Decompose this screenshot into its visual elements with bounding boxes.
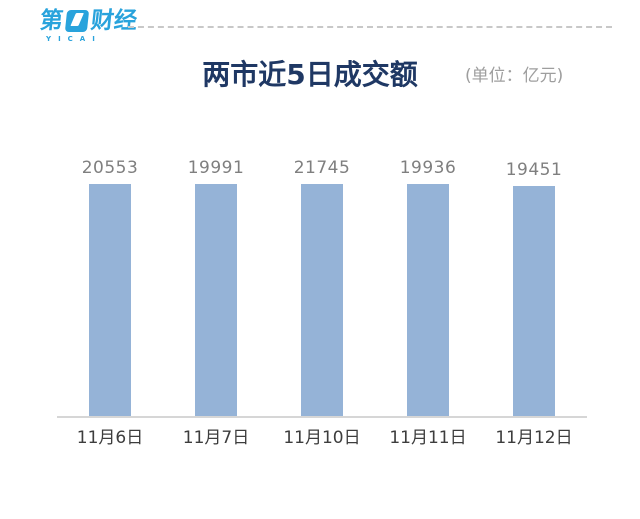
x-axis-line <box>57 416 587 418</box>
x-axis-label: 11月6日 <box>76 428 144 448</box>
yicai-logo: 第 财经 YICAI <box>39 8 139 43</box>
bar-value-label: 21745 <box>293 158 351 178</box>
plot-area: 20553 19991 21745 19936 19451 <box>57 159 587 417</box>
bar-value-label: 19451 <box>505 160 563 180</box>
header-dashed-divider <box>128 26 612 28</box>
bar <box>407 184 449 417</box>
x-axis-label: 11月10日 <box>283 428 361 448</box>
bar-value-label: 19936 <box>399 158 457 178</box>
bar-value-label: 19991 <box>187 158 245 178</box>
x-axis-label: 11月7日 <box>182 428 250 448</box>
x-axis-label: 11月11日 <box>389 428 467 448</box>
x-axis-label: 11月12日 <box>495 428 573 448</box>
bar-column: 19936 <box>375 159 481 417</box>
bar-column: 20553 <box>57 159 163 417</box>
bar-value-label: 20553 <box>81 158 139 178</box>
bar-column: 21745 <box>269 159 375 417</box>
bar-column: 19991 <box>163 159 269 417</box>
unit-label: (单位：亿元) <box>465 66 564 86</box>
bar <box>301 184 343 417</box>
x-axis-labels: 11月6日 11月7日 11月10日 11月11日 11月12日 <box>57 428 587 448</box>
logo-subtext: YICAI <box>46 35 102 43</box>
bar-column: 19451 <box>481 159 587 417</box>
chart-title: 两市近5日成交额 <box>202 58 418 91</box>
bar <box>513 186 555 417</box>
title-row: 两市近5日成交额 (单位：亿元) <box>0 56 640 98</box>
bar <box>195 184 237 417</box>
bar <box>89 184 131 417</box>
